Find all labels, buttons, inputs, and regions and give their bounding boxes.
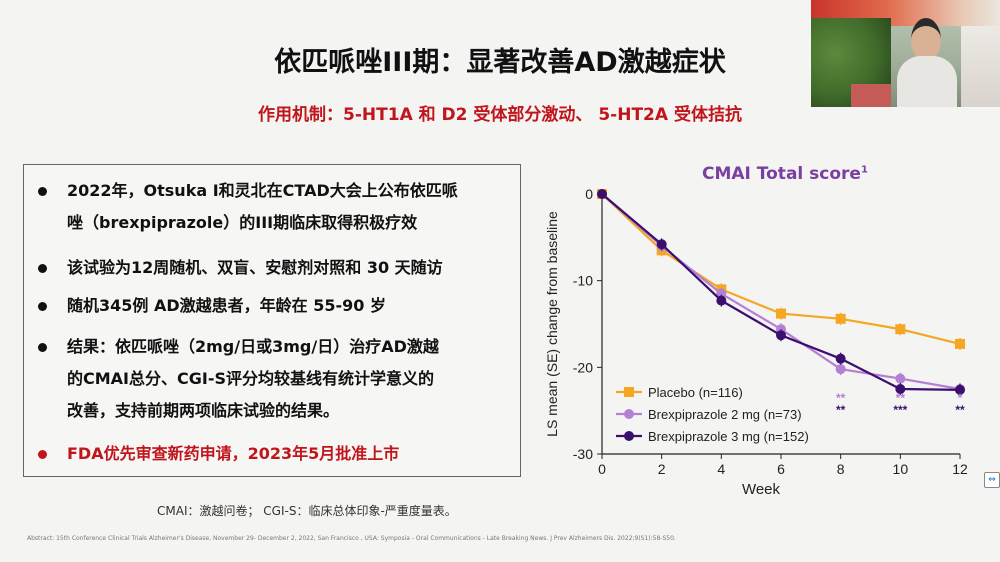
- x-tick-label: 2: [658, 461, 666, 477]
- bullet-item: 结果：依匹哌唑（2mg/日或3mg/日）治疗AD激越 的CMAI总分、CGI-S…: [38, 331, 508, 427]
- speaker-figure: [897, 18, 957, 107]
- bullet-line: 该试验为12周随机、双盲、安慰剂对照和 30 天随访: [67, 258, 443, 277]
- video-background-wall: [961, 26, 1000, 107]
- bullet-item: 该试验为12周随机、双盲、安慰剂对照和 30 天随访: [38, 252, 508, 284]
- data-point: [716, 295, 727, 306]
- series-line: [601, 193, 961, 391]
- legend-label: Brexpiprazole 3 mg (n=152): [648, 429, 809, 444]
- chart-title-sup: 1: [860, 164, 868, 176]
- bullet-dot: [38, 343, 47, 352]
- slide-title: 依匹哌唑III期：显著改善AD激越症状: [274, 47, 726, 78]
- speaker-head: [911, 18, 941, 62]
- bullet-line: 2022年，Otsuka I和灵北在CTAD大会上公布依匹哌: [67, 181, 458, 200]
- reference-citation: Abstract: 15th Conference Clinical Trial…: [27, 535, 676, 542]
- bullet-line: 的CMAI总分、CGI-S评分均较基线有统计学意义的: [67, 369, 434, 388]
- legend-swatch-marker: [624, 409, 634, 419]
- series-line: [601, 193, 961, 391]
- significance-marker: ***: [893, 403, 907, 417]
- data-point: [955, 384, 965, 395]
- bullet-dot: [38, 302, 47, 311]
- x-tick-label: 8: [837, 461, 845, 477]
- screen-edge-icon[interactable]: ⇔: [984, 472, 1000, 488]
- significance-marker: **: [836, 391, 846, 405]
- x-axis-label: Week: [742, 481, 781, 498]
- bullet-item-highlight: FDA优先审查新药申请，2023年5月批准上市: [38, 438, 508, 470]
- data-point: [895, 373, 906, 384]
- x-tick-label: 10: [893, 461, 909, 477]
- legend-swatch-marker: [624, 387, 634, 397]
- cmai-chart: 0 -10 -20 -30 0 2 4 6 8 10 12 Week LS mean (SE) chan…: [544, 186, 968, 498]
- footnote: CMAI：激越问卷； CGI-S：临床总体印象-严重度量表。: [157, 504, 457, 518]
- data-point: [835, 313, 846, 324]
- data-point: [716, 288, 727, 299]
- series-line: [601, 193, 961, 346]
- legend-label: Placebo (n=116): [648, 385, 743, 400]
- bullet-line: 改善，支持前期两项临床试验的结果。: [67, 401, 340, 420]
- significance-marker: *: [958, 391, 963, 405]
- data-point: [835, 353, 846, 364]
- y-tick-label: -10: [573, 273, 593, 289]
- data-point: [776, 330, 786, 341]
- bullet-line: 唑（brexpiprazole）的III期临床取得积极疗效: [67, 213, 418, 232]
- x-tick-label: 6: [777, 461, 785, 477]
- legend-label: Brexpiprazole 2 mg (n=73): [648, 407, 802, 422]
- data-point: [955, 338, 965, 349]
- y-tick-label: -30: [573, 446, 593, 462]
- video-podium: [851, 84, 891, 107]
- x-tick-label: 0: [598, 461, 606, 477]
- bullet-line: FDA优先审查新药申请，2023年5月批准上市: [67, 444, 400, 463]
- bullet-box: 2022年，Otsuka I和灵北在CTAD大会上公布依匹哌 唑（brexpip…: [23, 164, 521, 477]
- bullet-dot: [38, 264, 47, 273]
- data-point: [656, 239, 667, 250]
- data-point: [895, 324, 906, 335]
- y-tick-label: -20: [573, 359, 593, 375]
- speaker-body: [897, 56, 957, 107]
- chart-title-text: CMAI Total score: [702, 164, 861, 184]
- legend-swatch-marker: [624, 431, 634, 441]
- bullet-dot: [38, 450, 47, 459]
- data-point: [776, 308, 786, 319]
- bullet-item: 随机345例 AD激越患者，年龄在 55-90 岁: [38, 290, 508, 322]
- chart-title: CMAI Total score1: [702, 164, 868, 184]
- x-tick-label: 12: [952, 461, 968, 477]
- bullet-dot: [38, 187, 47, 196]
- speaker-video-thumbnail: [811, 0, 1000, 107]
- bullet-item: 2022年，Otsuka I和灵北在CTAD大会上公布依匹哌 唑（brexpip…: [38, 175, 508, 239]
- significance-marker: **: [836, 403, 846, 417]
- data-point: [597, 189, 607, 199]
- bullet-line: 随机345例 AD激越患者，年龄在 55-90 岁: [67, 296, 386, 315]
- significance-marker: **: [955, 403, 965, 417]
- x-tick-label: 4: [717, 461, 725, 477]
- data-point: [895, 384, 906, 394]
- y-axis-label: LS mean (SE) change from baseline: [544, 211, 560, 437]
- y-tick-label: 0: [585, 186, 593, 202]
- significance-marker: **: [896, 391, 906, 405]
- data-point: [835, 364, 846, 375]
- slide-subtitle: 作用机制：5-HT1A 和 D2 受体部分激动、 5-HT2A 受体拮抗: [258, 105, 742, 125]
- bullet-line: 结果：依匹哌唑（2mg/日或3mg/日）治疗AD激越: [67, 337, 439, 356]
